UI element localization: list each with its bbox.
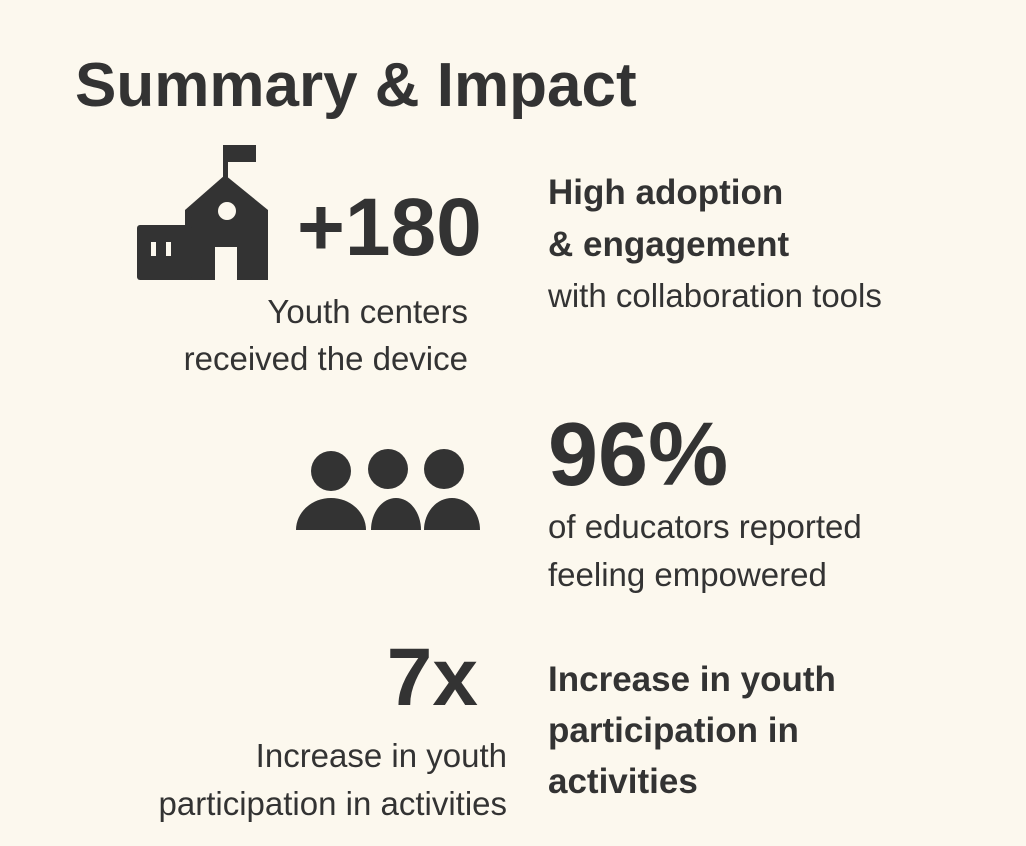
page-title: Summary & Impact [75,51,637,120]
highlight-heading: High adoption [548,173,783,212]
stat-figure: 96% [548,405,728,505]
stat-caption: participation in activities [159,785,508,822]
stat-caption: received the device [184,340,468,377]
people-icon [296,449,480,530]
highlight-heading: participation in [548,711,799,750]
stat-caption: feeling empowered [548,556,827,593]
stat-figure: +180 [297,182,482,273]
highlight-heading: Increase in youth [548,660,836,699]
stat-caption: of educators reported [548,508,862,545]
school-icon [137,145,268,280]
stat-caption: Youth centers [267,293,468,330]
highlight-caption: with collaboration tools [547,277,882,314]
stat-figure: 7x [387,632,478,723]
highlight-heading: & engagement [548,225,789,264]
stat-caption: Increase in youth [256,737,507,774]
highlight-heading: activities [548,762,698,801]
